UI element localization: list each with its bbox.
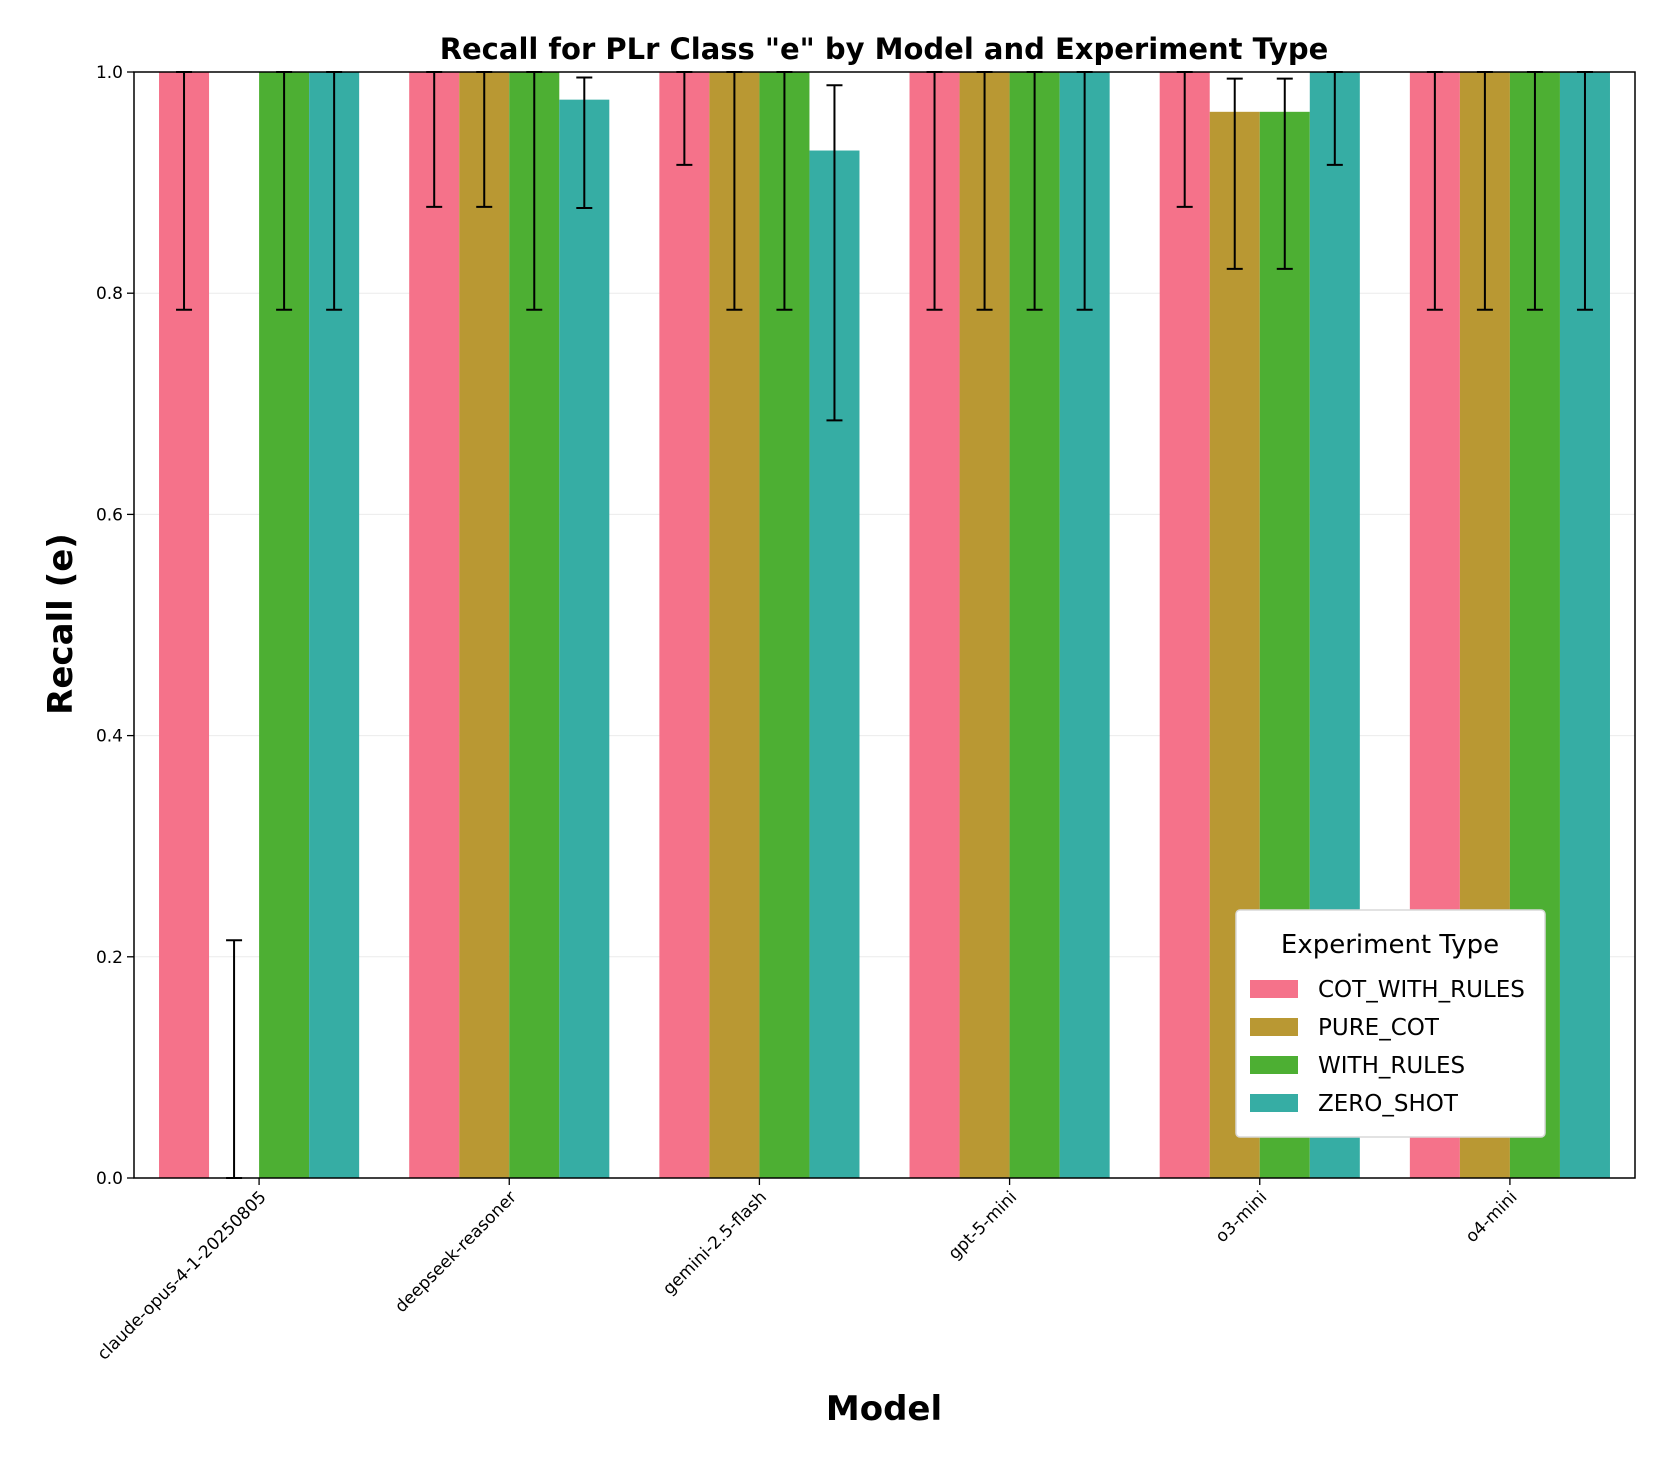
y-tick-label: 1.0	[96, 63, 123, 83]
legend-entry-label: COT_WITH_RULES	[1318, 977, 1525, 1003]
bars-group	[159, 72, 1610, 1178]
y-tick-label: 0.6	[96, 505, 123, 525]
legend-title: Experiment Type	[1281, 930, 1499, 960]
legend-entry-label: WITH_RULES	[1318, 1053, 1465, 1079]
legend-entry-label: ZERO_SHOT	[1318, 1091, 1459, 1117]
plot-frame	[133, 71, 1636, 1179]
x-axis-label: Model	[826, 1389, 942, 1429]
y-tick-label: 0.8	[96, 284, 123, 304]
y-axis-label: Recall (e)	[41, 533, 81, 715]
y-ticks-group: 0.0 0.2 0.4 0.6 0.8 1.0	[96, 63, 134, 1189]
chart-title: Recall for PLr Class "e" by Model and Ex…	[440, 32, 1329, 66]
bar-zero-shot	[559, 99, 610, 1178]
bar-cot-with-rules	[1159, 72, 1210, 1178]
legend-box	[1235, 909, 1546, 1138]
legend-entry-label: PURE_COT	[1318, 1015, 1440, 1041]
y-tick-label: 0.0	[96, 1169, 123, 1189]
bar-pure-cot	[459, 72, 510, 1178]
legend: Experiment Type COT_WITH_RULES PURE_COT WI…	[1235, 909, 1546, 1138]
legend-swatch	[1250, 980, 1298, 998]
y-tick-label: 0.4	[96, 727, 123, 747]
legend-swatch	[1250, 1018, 1298, 1036]
axes-group	[133, 71, 1636, 1179]
y-tick-label: 0.2	[96, 948, 123, 968]
legend-swatch	[1250, 1056, 1298, 1074]
legend-swatch	[1250, 1094, 1298, 1112]
bar-cot-with-rules	[409, 72, 460, 1178]
legend-entries: COT_WITH_RULES PURE_COT WITH_RULES ZERO_SHO…	[1250, 977, 1525, 1117]
bar-cot-with-rules	[659, 72, 710, 1178]
